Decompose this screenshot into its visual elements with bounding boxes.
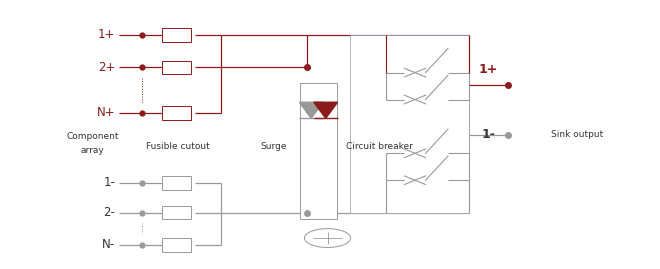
Polygon shape [300,102,323,118]
Bar [162,28,191,42]
Text: Component: Component [66,132,119,141]
Circle shape [304,229,350,247]
Text: 2+: 2+ [98,61,115,74]
Text: 1-: 1- [481,128,496,141]
Text: Circuit breaker: Circuit breaker [346,142,413,151]
Text: 1+: 1+ [478,63,498,76]
Bar [350,35,469,213]
Text: N-: N- [102,238,115,251]
Text: 1+: 1+ [98,29,115,41]
Bar [300,83,337,219]
Bar [162,176,191,190]
Text: Surge: Surge [261,142,287,151]
Bar [162,238,191,252]
Polygon shape [314,102,337,118]
Text: array: array [81,146,104,155]
Bar [162,61,191,74]
Bar [162,206,191,219]
Text: 1-: 1- [104,176,116,189]
Text: 2-: 2- [104,206,116,219]
Text: Fusible cutout: Fusible cutout [147,142,210,151]
Text: Sink output: Sink output [551,130,603,139]
Bar [162,106,191,120]
Text: N+: N+ [97,107,116,119]
